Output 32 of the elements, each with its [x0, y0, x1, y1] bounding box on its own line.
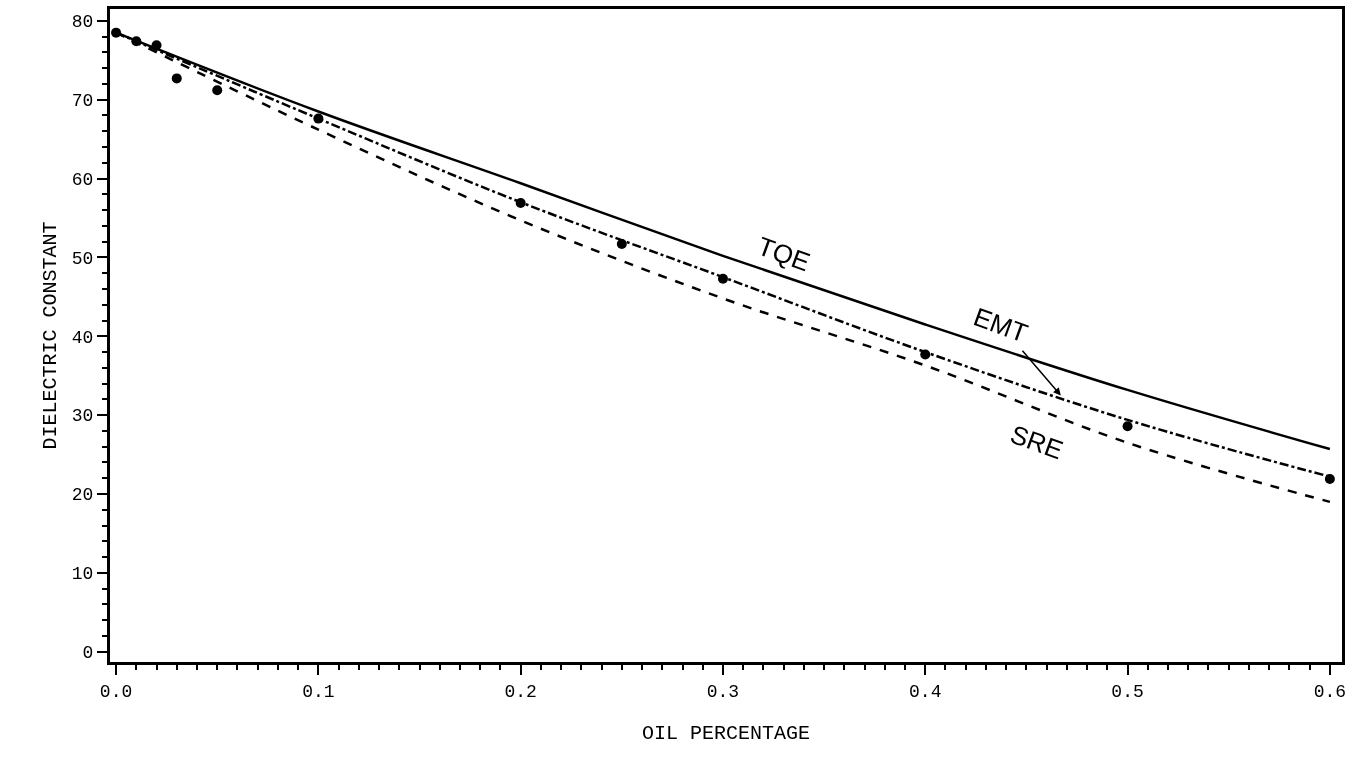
y-tick-label: 30	[71, 406, 94, 427]
annotation: EMT	[969, 301, 1032, 349]
y-tick-label: 80	[71, 12, 94, 33]
annotation: TQE	[753, 230, 815, 278]
y-tick-label: 20	[71, 485, 94, 506]
point	[212, 85, 223, 96]
y-axis-title: DIELECTRIC CONSTANT	[39, 221, 63, 450]
x-tick-label: 0.3	[706, 681, 740, 702]
y-tick-label: 10	[71, 564, 94, 585]
point	[1324, 474, 1335, 485]
x-tick-label: 0.5	[1111, 681, 1144, 702]
x-axis-title: OIL PERCENTAGE	[641, 722, 811, 746]
y-tick-label: 50	[71, 248, 94, 269]
y-tick-label: 70	[71, 90, 94, 111]
point	[1122, 421, 1133, 432]
point	[111, 27, 122, 38]
y-tick-label: 40	[71, 327, 94, 348]
point	[131, 36, 142, 47]
y-tick-label: 0	[82, 643, 94, 664]
x-tick-label: 0.2	[504, 681, 537, 702]
annotation: SRE	[1006, 418, 1067, 466]
x-tick-label: 0.1	[302, 681, 335, 702]
point	[920, 349, 931, 360]
point	[171, 73, 182, 84]
point	[616, 239, 627, 250]
x-tick-label: 0.0	[99, 681, 133, 702]
x-tick-label: 0.6	[1313, 681, 1347, 702]
point	[717, 273, 728, 284]
y-tick-label: 60	[71, 169, 94, 190]
x-tick-label: 0.4	[909, 681, 942, 702]
point	[515, 198, 526, 209]
point	[313, 113, 324, 124]
